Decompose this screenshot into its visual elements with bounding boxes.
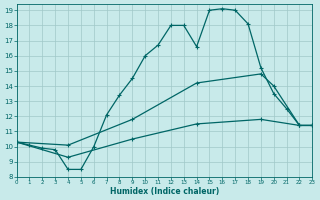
X-axis label: Humidex (Indice chaleur): Humidex (Indice chaleur) (110, 187, 219, 196)
